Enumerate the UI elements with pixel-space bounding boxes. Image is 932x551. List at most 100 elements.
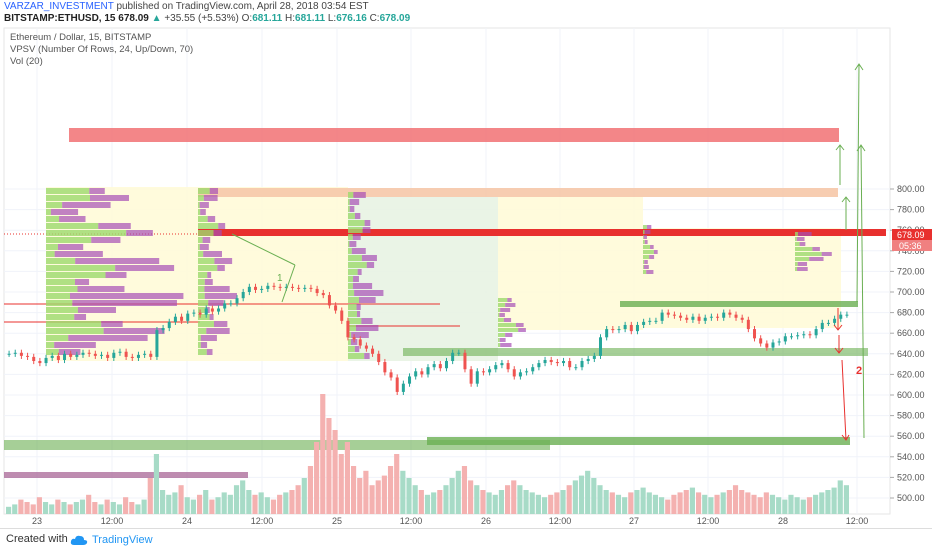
profile-row-up — [348, 255, 362, 261]
volume-bar — [806, 497, 813, 514]
profile-row-down — [105, 272, 127, 278]
candle-body — [820, 322, 824, 330]
volume-bar — [708, 497, 714, 514]
profile-row-down — [361, 255, 377, 261]
profile-row-down — [50, 209, 79, 215]
profile-row-down — [209, 188, 219, 194]
profile-row-down — [351, 332, 369, 338]
candle-body — [586, 358, 590, 362]
candle-body — [783, 336, 787, 342]
candle-body — [377, 353, 381, 363]
candle-body — [574, 367, 578, 369]
volume-bar — [350, 466, 357, 514]
profile-row-up — [46, 286, 78, 292]
volume-bar — [615, 494, 622, 514]
profile-row-up — [498, 308, 501, 312]
profile-row-up — [643, 240, 645, 244]
profile-row-down — [797, 232, 812, 236]
volume-bar — [498, 490, 505, 514]
profile-row-up — [498, 318, 504, 322]
volume-bar — [788, 494, 794, 514]
yellow-zone-mid — [198, 187, 348, 361]
profile-row-down — [204, 286, 230, 292]
volume-bar — [338, 454, 344, 514]
profile-row-down — [91, 237, 121, 243]
volume-bar — [591, 478, 597, 514]
candle-body — [136, 354, 140, 358]
volume-bar — [381, 475, 387, 514]
volume-bar — [449, 478, 455, 514]
profile-row-up — [498, 313, 500, 317]
candle-body — [703, 317, 707, 321]
volume-bar — [640, 487, 646, 514]
volume-bar — [110, 502, 116, 514]
author-link[interactable]: VARZAR_INVESTMENT — [4, 1, 114, 12]
profile-row-up — [198, 286, 205, 292]
profile-row-down — [217, 265, 225, 271]
profile-row-down — [797, 262, 808, 266]
profile-row-down — [75, 258, 160, 264]
volume-bar — [129, 502, 135, 514]
volume-bar — [86, 494, 92, 514]
y-tick-label: 640.00 — [897, 349, 925, 359]
candle-body — [290, 286, 294, 288]
profile-row-up — [643, 225, 647, 229]
candle-body — [432, 364, 436, 368]
volume-bar — [18, 499, 24, 514]
volume-bar — [609, 492, 615, 514]
yellow-zone-right — [498, 197, 643, 330]
candle-body — [130, 356, 134, 358]
profile-row-down — [357, 269, 362, 275]
candle-body — [728, 312, 732, 315]
volume-bar — [455, 470, 461, 514]
candle-body — [592, 355, 596, 359]
volume-bar — [418, 490, 424, 514]
candle-body — [488, 369, 492, 373]
candle-body — [106, 354, 110, 358]
candle-body — [691, 316, 695, 320]
y-tick-label: 560.00 — [897, 431, 925, 441]
volume-bar — [782, 499, 788, 514]
chart-canvas: 1 2 500.00 520.00 540.00 560.00 580.00 600.00… — [3, 27, 932, 526]
candle-body — [463, 352, 467, 370]
profile-row-down — [199, 202, 209, 208]
candle-body — [149, 353, 153, 357]
open-value: 681.11 — [252, 13, 283, 24]
profile-row-up — [46, 216, 60, 222]
profile-row-up — [46, 188, 90, 194]
profile-row-up — [198, 300, 209, 306]
candle-body — [660, 312, 664, 321]
volume-bar — [837, 480, 843, 514]
volume-bar — [49, 504, 55, 514]
volume-bar — [240, 480, 246, 514]
candle-body — [297, 287, 301, 289]
volume-bar — [6, 506, 12, 514]
profile-row-up — [198, 335, 201, 341]
candle-body — [611, 329, 615, 331]
volume-bar — [486, 492, 492, 514]
candle-body — [642, 321, 646, 325]
profile-row-up — [198, 293, 205, 299]
profile-row-up — [643, 245, 651, 249]
candle-body — [648, 320, 652, 322]
profile-row-up — [198, 230, 214, 236]
profile-row-up — [795, 247, 813, 251]
candle-body — [173, 316, 177, 322]
profile-row-up — [46, 244, 58, 250]
support-zone-540b — [427, 437, 850, 445]
volume-bar — [776, 497, 782, 514]
annotation-1: 1 — [277, 273, 283, 284]
profile-row-up — [46, 230, 127, 236]
profile-row-up — [46, 349, 59, 355]
profile-row-up — [348, 283, 353, 289]
tradingview-logo[interactable]: TradingView — [70, 531, 158, 549]
profile-row-down — [366, 262, 375, 268]
volume-bar — [505, 485, 511, 514]
profile-row-up — [198, 307, 206, 313]
profile-row-down — [812, 247, 820, 251]
volume-bar — [683, 490, 689, 514]
profile-row-up — [498, 323, 516, 327]
candle-body — [469, 369, 473, 384]
profile-row-down — [362, 227, 371, 233]
volume-bar — [326, 418, 332, 514]
